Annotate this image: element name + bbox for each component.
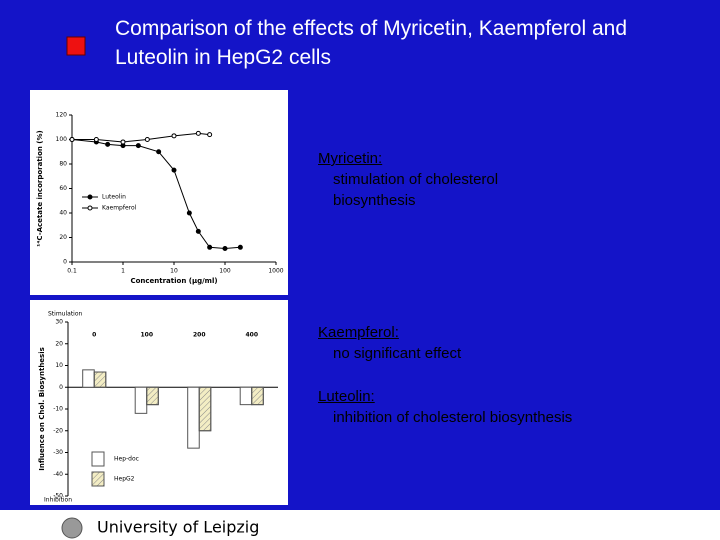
point <box>237 244 243 250</box>
x-tick-label: 100 <box>219 268 231 275</box>
y-tick-label: 20 <box>59 234 67 241</box>
x-tick-label: 1 <box>121 268 125 275</box>
legend-marker <box>87 205 93 211</box>
category-label: 400 <box>245 332 258 339</box>
point <box>93 137 99 142</box>
point <box>207 132 213 138</box>
legend-label: Luteolin <box>102 194 126 201</box>
chart-panel <box>30 90 288 295</box>
category-label: 0 <box>92 332 96 339</box>
y-axis-label: Influence on Chol. Biosynthesis <box>38 347 46 471</box>
note-line: no significant effect <box>333 345 462 362</box>
point <box>144 137 150 142</box>
note-heading: Luteolin: <box>318 388 375 405</box>
point <box>69 137 75 142</box>
bar <box>134 386 148 414</box>
y-tick-label: -10 <box>53 406 63 413</box>
note-heading: Kaempferol: <box>318 324 399 341</box>
y-tick-label: -20 <box>53 427 63 434</box>
y-tick-label: 20 <box>55 340 63 347</box>
note: Luteolin: inhibition of cholesterol bios… <box>318 386 572 428</box>
y-tick-label: 30 <box>55 319 63 326</box>
y-axis-label: ¹⁴C-Acetate incorporation (%) <box>36 130 44 246</box>
point <box>156 149 162 155</box>
bar <box>239 386 253 406</box>
y-tick-label: 120 <box>56 112 68 119</box>
note-line: inhibition of cholesterol biosynthesis <box>333 409 573 426</box>
bar-hatch <box>251 386 264 406</box>
point <box>171 133 177 139</box>
note-line: biosynthesis <box>333 192 416 209</box>
annotation: Inhibition <box>44 497 72 504</box>
point <box>120 139 126 145</box>
bar-hatch <box>93 371 107 388</box>
y-tick-label: 0 <box>63 259 67 266</box>
x-tick-label: 1000 <box>268 268 283 275</box>
y-tick-label: -40 <box>53 471 63 478</box>
point <box>135 143 141 149</box>
x-tick-label: 10 <box>170 268 178 275</box>
legend-marker <box>87 194 93 200</box>
legend-label: Hep-doc <box>114 456 139 463</box>
logo <box>61 517 83 539</box>
category-label: 100 <box>140 332 153 339</box>
x-tick-label: 0.1 <box>67 268 77 275</box>
note: Myricetin: stimulation of cholesterol bi… <box>318 148 498 211</box>
legend-label: Kaempferol <box>102 205 137 212</box>
y-tick-label: -50 <box>53 493 63 500</box>
bar <box>82 369 95 388</box>
y-tick-label: 40 <box>59 210 67 217</box>
point <box>105 141 111 147</box>
note-heading: Myricetin: <box>318 150 383 167</box>
point <box>171 167 177 173</box>
bar <box>187 386 200 449</box>
footer-text: University of Leipzig <box>97 518 259 537</box>
category-label: 200 <box>193 332 206 339</box>
point <box>186 210 192 216</box>
y-tick-label: 60 <box>59 185 67 192</box>
y-tick-label: 80 <box>59 161 67 168</box>
point <box>207 244 213 250</box>
legend-label: HepG2 <box>114 476 135 483</box>
slide-title: Comparison of the effects of Myricetin, … <box>115 17 628 69</box>
point <box>195 130 201 136</box>
note: Kaempferol: no significant effect <box>318 322 461 364</box>
point <box>195 228 201 234</box>
annotation: Stimulation <box>48 311 83 318</box>
y-tick-label: 100 <box>56 136 68 143</box>
footer-bar <box>0 510 720 540</box>
bar-hatch <box>146 386 159 406</box>
bar-hatch <box>198 386 212 432</box>
y-tick-label: -30 <box>53 449 63 456</box>
note-line: stimulation of cholesterol <box>333 171 499 188</box>
bullet <box>66 36 86 56</box>
y-tick-label: 0 <box>59 384 63 391</box>
x-axis-label: Concentration (μg/ml) <box>130 277 217 285</box>
legend-swatch <box>91 451 105 467</box>
point <box>222 246 228 252</box>
y-tick-label: 10 <box>55 362 63 369</box>
legend-hatch <box>91 471 105 487</box>
